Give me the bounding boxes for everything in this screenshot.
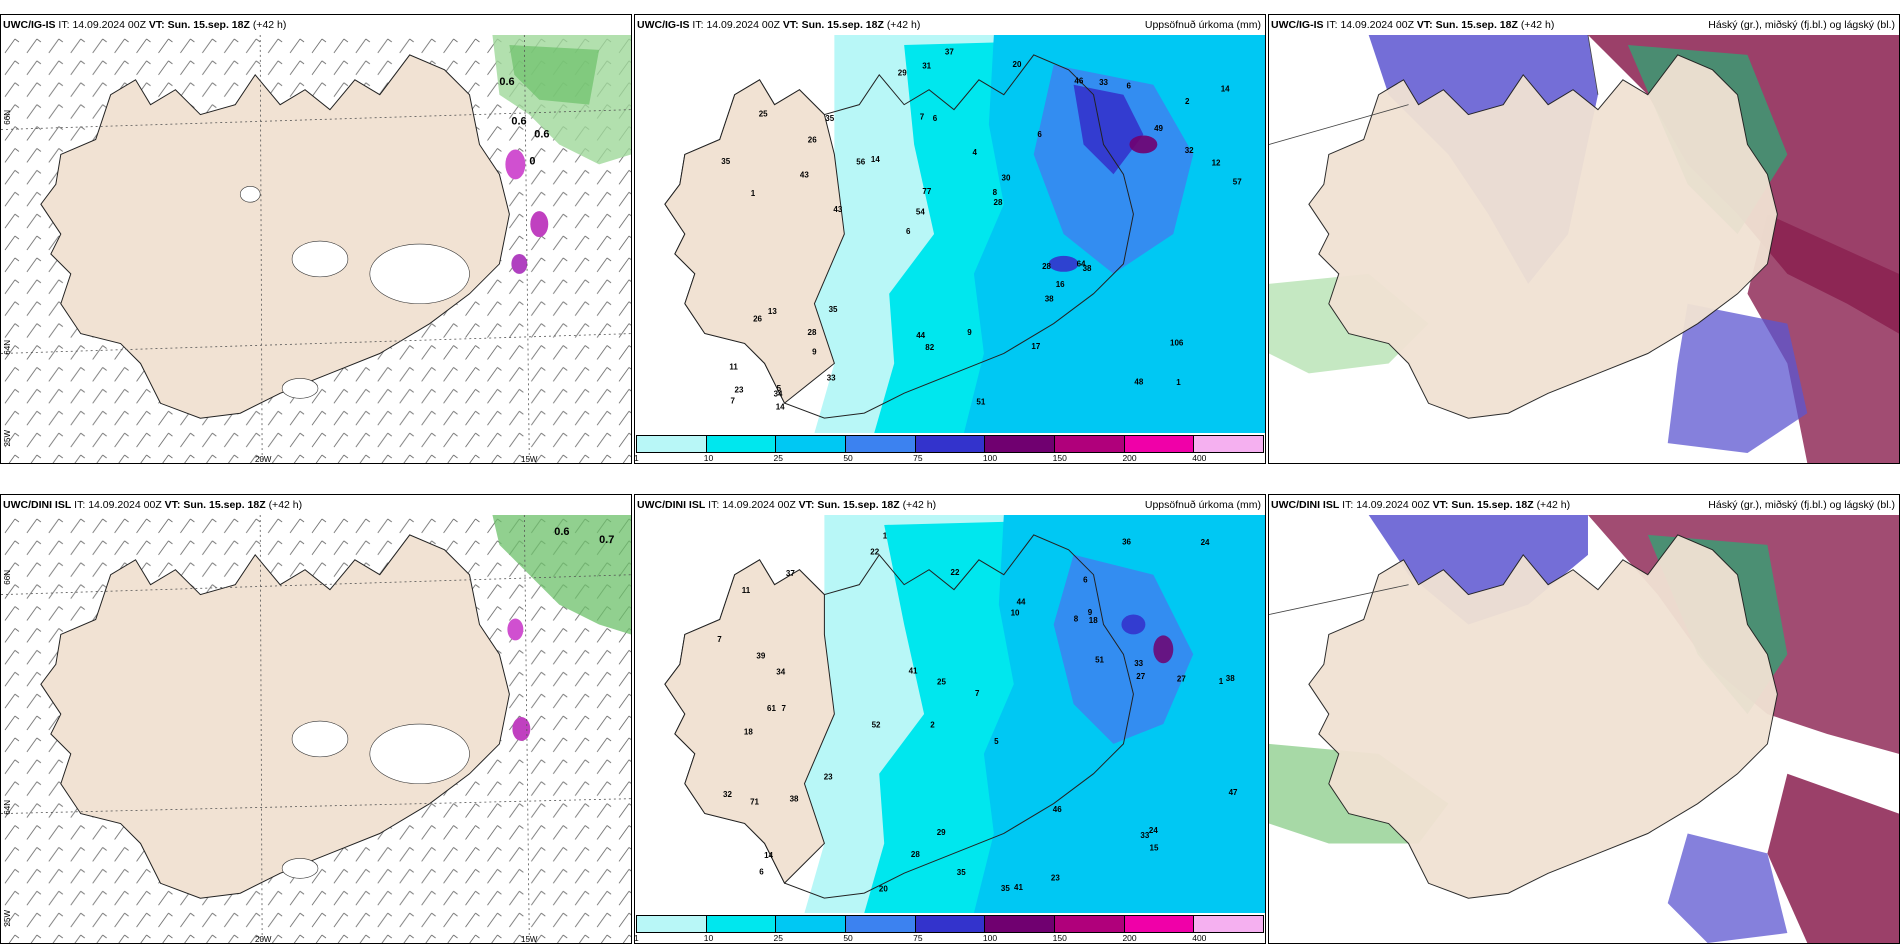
lon-label-25: 25W	[3, 430, 12, 447]
iceland-land	[40, 54, 510, 419]
panel-variable-label: Háský (gr.), miðský (fj.bl.) og lágský (…	[1708, 19, 1895, 31]
svg-text:0.6: 0.6	[534, 129, 549, 141]
colorbar-label: 1	[634, 933, 639, 943]
colorbar-label: 25	[773, 453, 784, 463]
colorbar-swatch	[1194, 916, 1264, 932]
panel-variable-label: Háský (gr.), miðský (fj.bl.) og lágský (…	[1708, 499, 1895, 511]
wind-map-panel-bottom: UWC/DINI ISL IT: 14.09.2024 00Z VT: Sun.…	[0, 494, 632, 944]
colorbar-swatch	[846, 436, 916, 452]
colorbar-label: 400	[1192, 453, 1207, 463]
precip-colorbar: 1 10 25 50 75 100 150 200 400	[635, 433, 1265, 463]
colorbar-swatch	[776, 916, 847, 932]
colorbar-swatch	[985, 916, 1056, 932]
colorbar-label: 100	[982, 453, 998, 463]
colorbar-swatch	[915, 436, 986, 452]
colorbar-label: 1	[634, 453, 639, 463]
colorbar-label: 10	[703, 453, 714, 463]
colorbar-label: 10	[703, 933, 714, 943]
panel-variable-label: Uppsöfnuð úrkoma (mm)	[1144, 19, 1261, 31]
colorbar-swatch	[637, 436, 707, 452]
panel-title: UWC/IG-IS IT: 14.09.2024 00Z VT: Sun. 15…	[1271, 19, 1555, 31]
lat-label-64: 64N	[3, 800, 12, 815]
colorbar-label: 75	[913, 933, 923, 943]
cloud-map	[1269, 35, 1899, 463]
precip-map-panel-top: UWC/IG-IS IT: 14.09.2024 00Z VT: Sun. 15…	[634, 14, 1266, 464]
wind-map: 0.6 0.6 0.6 0	[1, 35, 631, 463]
lon-label-25: 25W	[3, 910, 12, 927]
panel-title: UWC/DINI ISL IT: 14.09.2024 00Z VT: Sun.…	[3, 499, 303, 511]
panel-title: UWC/DINI ISL IT: 14.09.2024 00Z VT: Sun.…	[1271, 499, 1571, 511]
colorbar-label: 200	[1122, 453, 1137, 463]
svg-text:0.6: 0.6	[554, 526, 569, 538]
svg-text:0.7: 0.7	[599, 534, 614, 546]
precip-map-panel-bottom: UWC/DINI ISL IT: 14.09.2024 00Z VT: Sun.…	[634, 494, 1266, 944]
colorbar-swatch	[706, 436, 777, 452]
colorbar-swatch	[706, 916, 777, 932]
lon-label-20: 20W	[255, 455, 272, 464]
wind-map-panel-top: UWC/IG-IS IT: 14.09.2024 00Z VT: Sun. 15…	[0, 14, 632, 464]
lon-label-15: 15W	[521, 935, 538, 944]
panel-title: UWC/IG-IS IT: 14.09.2024 00Z VT: Sun. 15…	[3, 19, 287, 31]
iceland-land	[40, 534, 510, 899]
precip-colorbar: 1 10 25 50 75 100 150 200 400	[635, 913, 1265, 943]
cloud-map-panel-bottom: UWC/DINI ISL IT: 14.09.2024 00Z VT: Sun.…	[1268, 494, 1900, 944]
precip-map	[635, 35, 1265, 433]
colorbar-label: 50	[843, 453, 853, 463]
lat-label-66: 66N	[3, 570, 12, 585]
colorbar-swatch	[1055, 916, 1125, 932]
colorbar-swatch	[1124, 916, 1195, 932]
colorbar-swatch	[1194, 436, 1264, 452]
lon-label-15: 15W	[521, 455, 538, 464]
colorbar-swatch	[637, 916, 707, 932]
colorbar-label: 200	[1122, 933, 1137, 943]
colorbar-swatch	[776, 436, 847, 452]
colorbar-swatch	[985, 436, 1056, 452]
wind-map: 0.6 0.7	[1, 515, 631, 943]
colorbar-label: 50	[843, 933, 853, 943]
svg-text:0.6: 0.6	[499, 76, 514, 88]
colorbar-label: 150	[1052, 933, 1067, 943]
colorbar-label: 100	[982, 933, 998, 943]
colorbar-swatch	[1124, 436, 1195, 452]
precip-map	[635, 515, 1265, 913]
colorbar-swatch	[846, 916, 916, 932]
svg-text:0: 0	[529, 155, 535, 167]
panel-variable-label: Uppsöfnuð úrkoma (mm)	[1144, 499, 1261, 511]
panel-title: UWC/IG-IS IT: 14.09.2024 00Z VT: Sun. 15…	[637, 19, 921, 31]
colorbar-label: 25	[773, 933, 784, 943]
colorbar-swatch	[1055, 436, 1125, 452]
lon-label-20: 20W	[255, 935, 272, 944]
cloud-map	[1269, 515, 1899, 943]
iceland-land	[1308, 534, 1778, 899]
colorbar-swatch	[915, 916, 986, 932]
colorbar-label: 400	[1192, 933, 1207, 943]
lat-label-64: 64N	[3, 340, 12, 355]
iceland-land	[1308, 54, 1778, 419]
cloud-map-panel-top: UWC/IG-IS IT: 14.09.2024 00Z VT: Sun. 15…	[1268, 14, 1900, 464]
colorbar-label: 75	[913, 453, 923, 463]
svg-text:0.6: 0.6	[511, 116, 526, 128]
lat-label-66: 66N	[3, 110, 12, 125]
colorbar-label: 150	[1052, 453, 1067, 463]
panel-title: UWC/DINI ISL IT: 14.09.2024 00Z VT: Sun.…	[637, 499, 937, 511]
